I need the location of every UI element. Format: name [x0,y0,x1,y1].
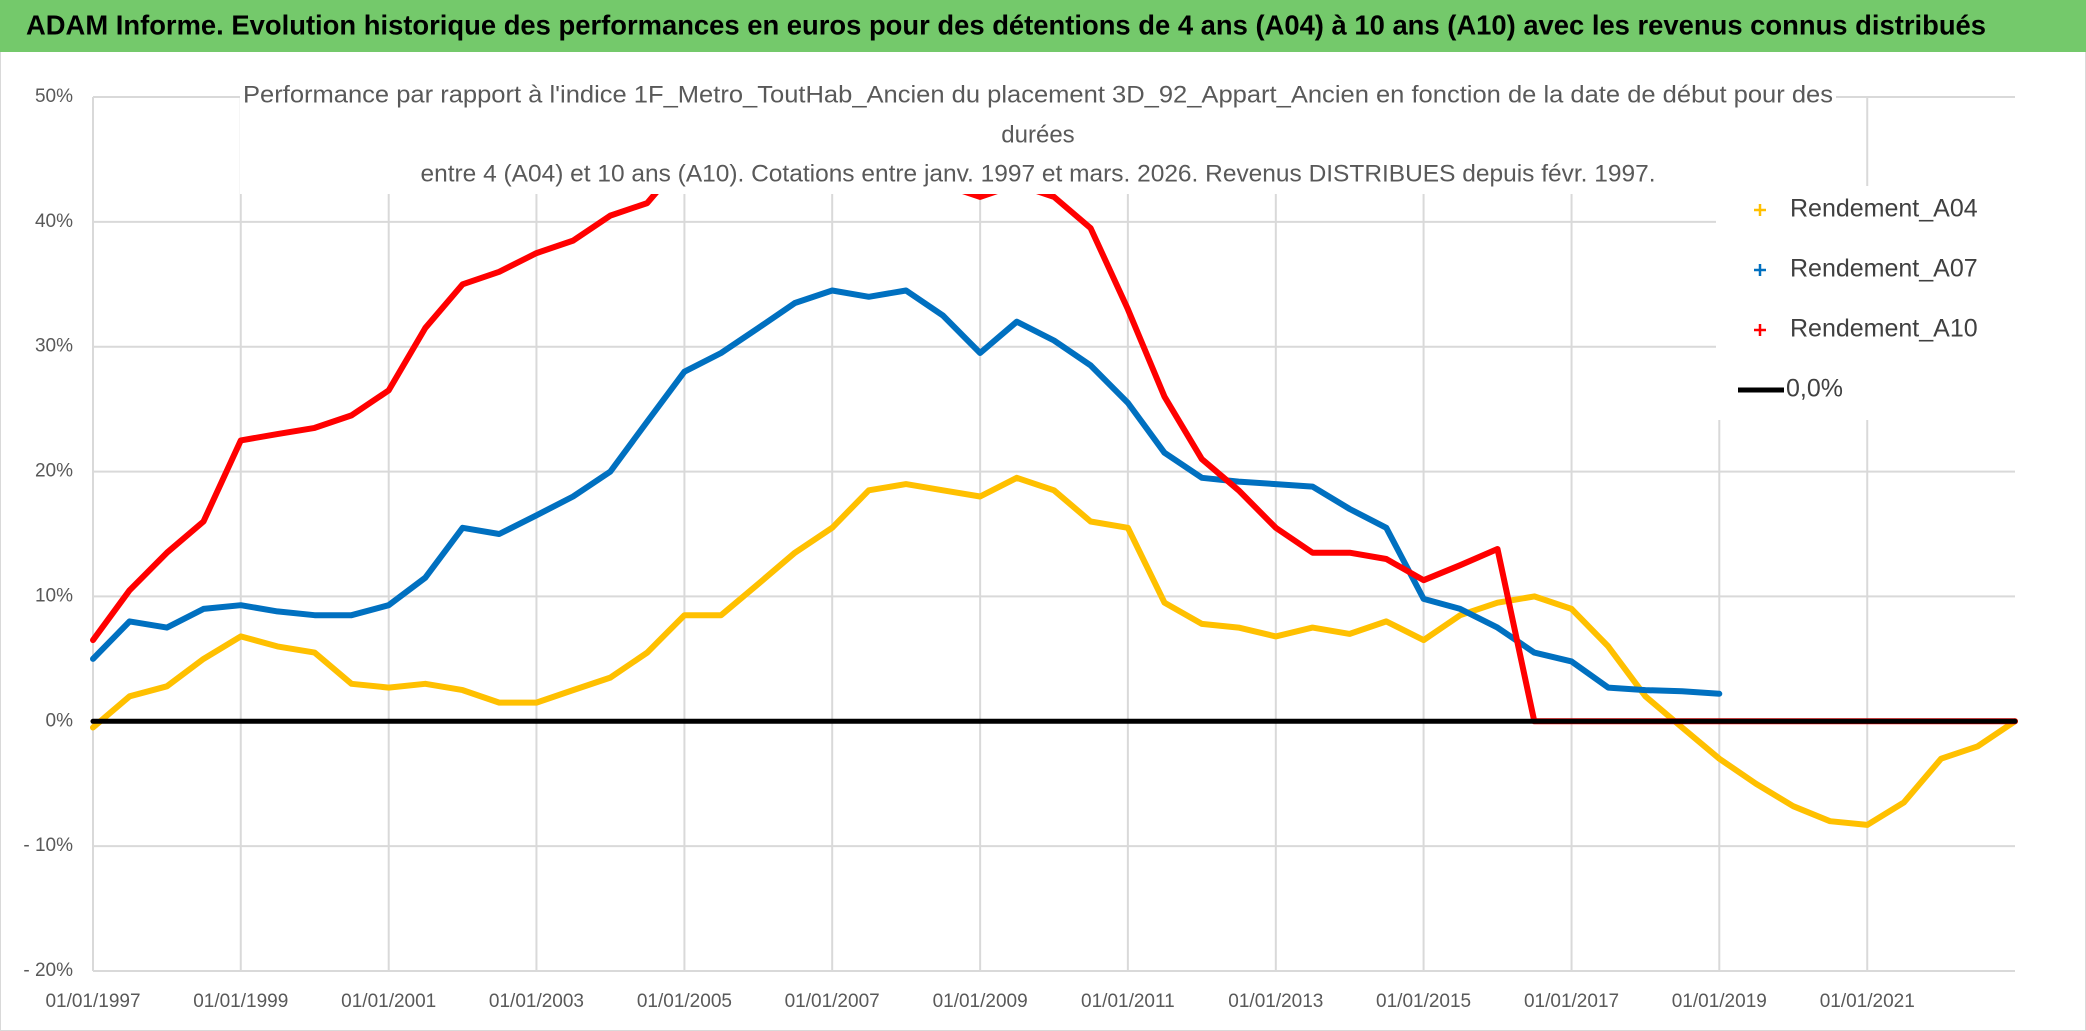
series-line [90,474,2018,828]
series-line [90,287,1723,697]
y-tick-label: 20% [35,461,73,482]
header-title: ADAM Informe. Evolution historique des p… [26,9,1986,40]
x-tick-label: 01/01/1999 [193,991,288,1012]
y-tick-label: 30% [35,336,73,357]
legend-label: Rendement_A04 [1790,195,1978,223]
chart-title: entre 4 (A04) et 10 ans (A10). Cotations… [421,160,1656,187]
legend-label: Rendement_A07 [1790,255,1978,283]
x-tick-label: 01/01/2003 [489,991,584,1012]
chart-title: durées [1001,121,1074,148]
chart-title: Performance par rapport à l'indice 1F_Me… [243,81,1833,108]
x-tick-label: 01/01/2001 [341,991,436,1012]
y-tick-label: 50% [35,86,73,107]
legend-swatch [1754,264,1766,276]
y-tick-label: 10% [35,585,73,606]
legend-label: Rendement_A10 [1790,315,1978,343]
title-box [240,78,1836,194]
x-tick-label: 01/01/2019 [1672,991,1767,1012]
y-tick-label: 0% [46,710,74,731]
legend: Rendement_A04 Rendement_A07 Rendement_A10 0… [1716,186,2016,420]
x-tick-label: 01/01/2013 [1228,991,1323,1012]
y-tick-label: 40% [35,211,73,232]
x-tick-label: 01/01/2015 [1376,991,1471,1012]
legend-swatch [1754,204,1766,216]
x-tick-label: 01/01/2009 [933,991,1028,1012]
x-tick-label: 01/01/2005 [637,991,732,1012]
y-tick-label: - 10% [23,835,73,856]
legend-label: 0,0% [1786,375,1843,403]
x-tick-label: 01/01/2011 [1081,991,1175,1012]
legend-box [1716,186,2016,420]
legend-swatch [1754,324,1766,336]
x-tick-label: 01/01/2017 [1524,991,1619,1012]
y-tick-label: - 20% [23,960,73,981]
x-tick-label: 01/01/2007 [785,991,880,1012]
x-tick-label: 01/01/2021 [1820,991,1915,1012]
x-tick-label: 01/01/1997 [45,991,140,1012]
header-bar [0,0,2086,52]
plot [90,119,2018,828]
